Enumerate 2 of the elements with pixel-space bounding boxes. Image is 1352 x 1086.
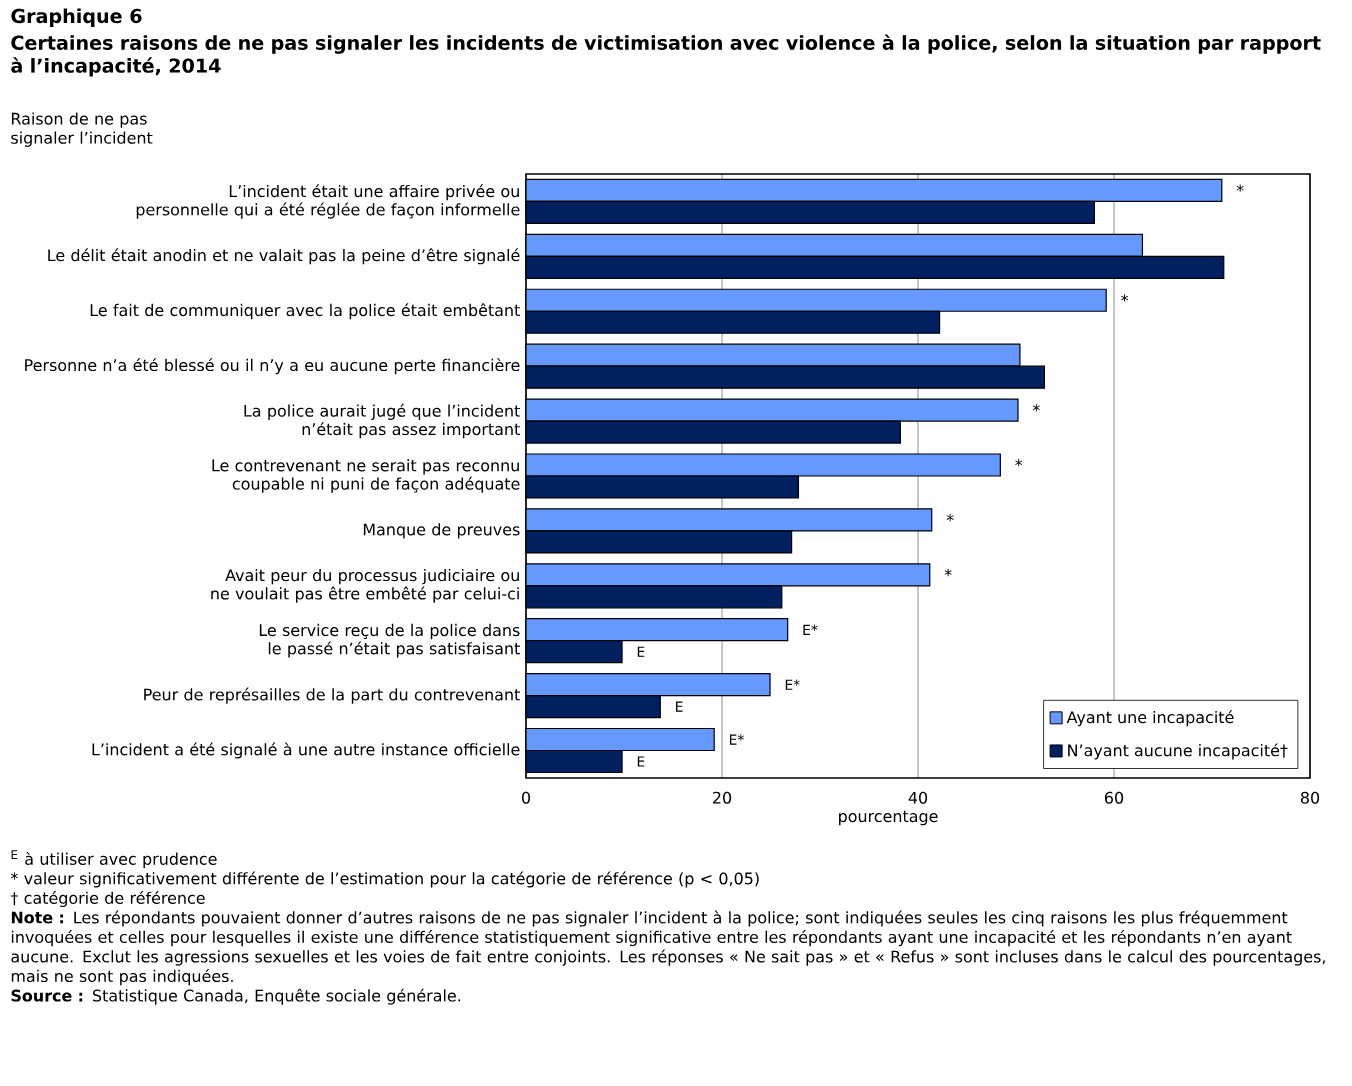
text: Graphique 6 bbox=[11, 8, 142, 27]
chart-subtitle: Certaines raisons de ne pas signaler les incidents de victimisation avec violence à la police, selon la situation par rapport à l’incapacité, 2014 bbox=[11, 34, 1321, 77]
